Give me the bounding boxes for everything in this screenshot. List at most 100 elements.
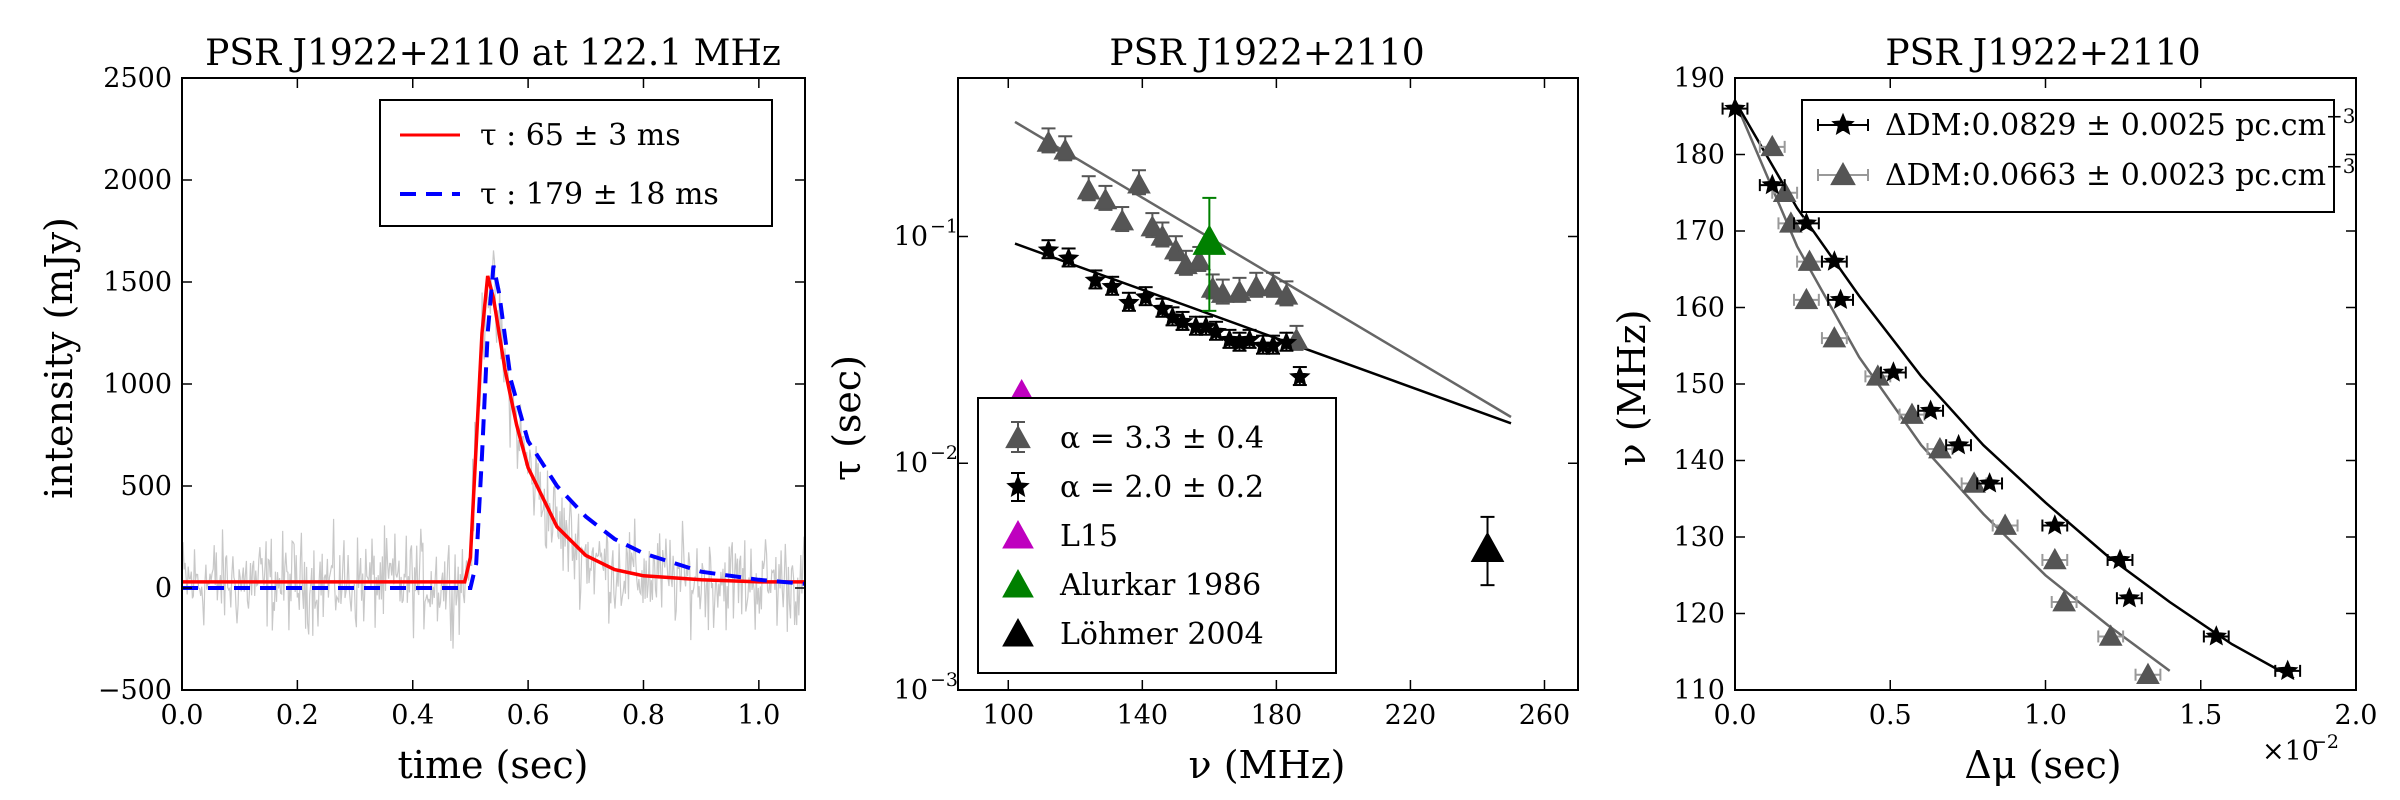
- y-tick-label: 140: [1673, 446, 1725, 477]
- fit-line-alpha-2-0: [1014, 242, 1512, 425]
- data-point-alpha-3-3: [1163, 238, 1188, 260]
- data-point-alpha-3-3: [1150, 224, 1175, 246]
- y-tick-label: 120: [1673, 599, 1725, 630]
- x-axis-multiplier: ×10 −2: [2262, 731, 2339, 767]
- x-tick-label: 100: [982, 700, 1034, 731]
- legend: ΔDM:0.0829 ± 0.0025 pc.cm−3 ΔDM:0.0663 ±…: [1801, 99, 2356, 213]
- data-point-ddm-0829: [1978, 472, 2001, 493]
- legend-label-ddm-0663: ΔDM:0.0663 ± 0.0023 pc.cm−3: [1885, 154, 2356, 193]
- legend-label-ddm-0829-exponent: −3: [2326, 104, 2355, 128]
- data-point-ddm-0663: [1797, 249, 1822, 271]
- data-point-ddm-0663: [1822, 326, 1847, 348]
- x-tick-label: 1.0: [737, 700, 780, 731]
- fit-line-tau-65: [182, 275, 805, 584]
- fit-line-tau-179: [182, 265, 806, 590]
- data-point-alpha-3-3: [1110, 209, 1135, 231]
- data-point-ddm-0829: [1947, 433, 1970, 455]
- y-tick-label: 10: [894, 221, 928, 252]
- data-point-alpha-3-3: [1053, 138, 1078, 160]
- x-axis-label: time (sec): [398, 743, 589, 787]
- data-point-ddm-0829: [2118, 586, 2141, 608]
- data-point-ddm-0829: [1829, 288, 1852, 309]
- data-point-ddm-0829: [2205, 625, 2228, 646]
- data-point-alpha-3-3: [1140, 215, 1165, 237]
- fit-line-alpha-3-3: [1014, 120, 1512, 419]
- legend-frame: [977, 397, 1337, 674]
- x-tick-label: 1.5: [2179, 700, 2222, 731]
- legend-label-ddm-0663-text: ΔDM:0.0663 ± 0.0023 pc.cm: [1885, 158, 2326, 193]
- data-point-ddm-0829: [1795, 212, 1818, 233]
- legend-label-alpha-3-3: α = 3.3 ± 0.4: [1060, 421, 1264, 456]
- data-point-alpha-3-3: [1187, 248, 1212, 271]
- y-axis-label: intensity (mJy): [37, 217, 81, 499]
- panel-pulse-profile: PSR J1922+2110 at 122.1 MHz time (sec) i…: [37, 33, 806, 787]
- data-point-alpha-3-3: [1210, 281, 1235, 303]
- data-point-alpha-3-3: [1093, 187, 1118, 210]
- data-point-alpha-3-3: [1076, 178, 1101, 200]
- y-tick-label: 10: [894, 448, 928, 479]
- data-point-lohmer-2004: [1470, 531, 1505, 562]
- x-tick-label: 140: [1117, 700, 1169, 731]
- y-tick-label: 0: [155, 573, 172, 604]
- y-tick-label: 110: [1673, 675, 1725, 706]
- y-tick-exponent: −2: [930, 442, 958, 464]
- legend-swatch-alpha-2-0: [1006, 474, 1030, 497]
- data-point-alpha-2-0: [1037, 238, 1060, 260]
- x-tick-label: 180: [1251, 700, 1303, 731]
- x-tick-label: 0.0: [161, 700, 204, 731]
- fit-line-ddm-0829: [1733, 100, 2295, 680]
- legend-label-ddm-0829-text: ΔDM:0.0829 ± 0.0025 pc.cm: [1885, 108, 2326, 143]
- legend-swatch-lohmer-2004: [1002, 617, 1034, 647]
- y-tick-exponent: −3: [930, 669, 958, 691]
- data-point-ddm-0829: [1823, 250, 1846, 271]
- data-point-ddm-0663: [1962, 471, 1986, 493]
- data-point-alpha-2-0: [1057, 247, 1080, 268]
- y-tick-label: 190: [1673, 63, 1725, 94]
- data-point-alpha-3-3: [1036, 130, 1061, 152]
- data-point-alpha-3-3: [1261, 274, 1285, 297]
- legend: α = 3.3 ± 0.4 α = 2.0 ± 0.2 L15 Alurkar …: [977, 397, 1337, 674]
- plot-area: 0.0 0.5 1.0 1.5 2.0 110 120 130 140 150 160 170 180 1…: [1673, 63, 2377, 731]
- y-tick-label: 2000: [103, 165, 172, 196]
- y-axis-label: τ (sec): [825, 355, 869, 481]
- chart-title: PSR J1922+2110: [1885, 33, 2200, 74]
- data-point-ddm-0829: [1919, 399, 1942, 420]
- data-point-alpha-3-3: [1127, 172, 1151, 194]
- legend-swatch-alpha-3-3: [1005, 424, 1031, 449]
- y-tick-label: 1500: [103, 267, 172, 298]
- y-tick-label: 500: [120, 471, 172, 502]
- plot-area: 0.0 0.2 0.4 0.6 0.8 1.0 −500 0 500 1000 1500 2000 25…: [98, 63, 806, 731]
- x-tick-label: 220: [1385, 700, 1437, 731]
- x-axis-label: ν (MHz): [1189, 743, 1346, 787]
- data-point-alpha-2-0: [1205, 320, 1227, 341]
- data-point-ddm-0663: [2098, 624, 2123, 646]
- data-point-alpha-2-0: [1218, 328, 1241, 350]
- data-point-ddm-0663: [2042, 547, 2067, 570]
- chart-title: PSR J1922+2110 at 122.1 MHz: [205, 33, 781, 74]
- x-tick-label: 0.0: [1714, 700, 1757, 731]
- data-point-ddm-0663: [1993, 513, 2017, 535]
- data-point-alpha-2-0: [1101, 275, 1123, 296]
- data-point-ddm-0829: [2276, 659, 2299, 681]
- x-tick-label: 2.0: [2335, 700, 2378, 731]
- data-point-ddm-0663: [1928, 436, 1952, 459]
- y-tick-label: 170: [1673, 216, 1725, 247]
- data-point-ddm-0663: [1779, 211, 1803, 233]
- data-point-alpha-2-0: [1275, 331, 1298, 352]
- data-point-alpha-2-0: [1289, 365, 1311, 387]
- data-point-alpha-3-3: [1227, 279, 1252, 302]
- legend-label-ddm-0663-exponent: −3: [2326, 154, 2355, 178]
- x-tick-label: 0.5: [1869, 700, 1912, 731]
- x-tick-label: 0.6: [507, 700, 550, 731]
- data-point-ddm-0663: [1794, 287, 1819, 310]
- chart-title: PSR J1922+2110: [1109, 33, 1424, 74]
- legend-label-lohmer-2004: Löhmer 2004: [1060, 617, 1264, 652]
- x-axis-label: Δμ (sec): [1964, 743, 2121, 787]
- data-point-alpha-2-0: [1151, 297, 1174, 318]
- y-tick-label: 150: [1673, 369, 1725, 400]
- data-point-ddm-0829: [1882, 361, 1905, 382]
- panel-dm-delay: PSR J1922+2110 Δμ (sec) ν (MHz) ×10 −2 0…: [1610, 33, 2377, 787]
- data-trace: [181, 250, 806, 649]
